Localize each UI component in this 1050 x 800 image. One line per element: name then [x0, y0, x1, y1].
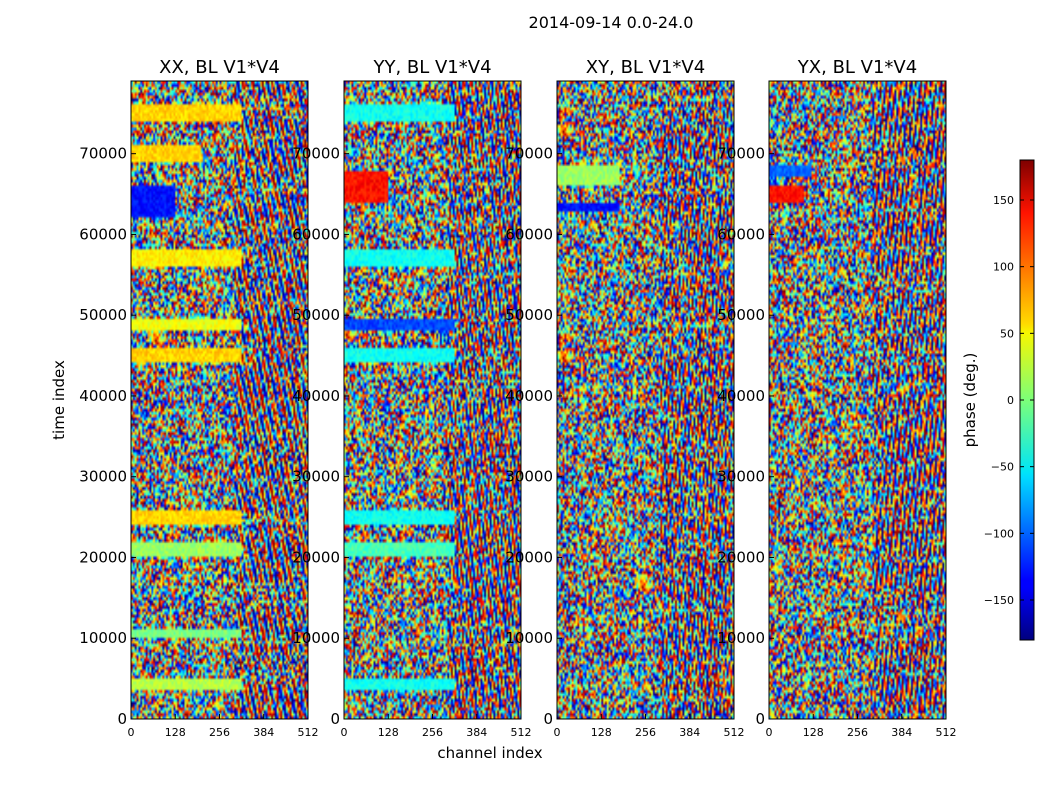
y-tick-label: 0 [543, 710, 553, 728]
panel-3: YX, BL V1*V4 0 128 256 384 512 0 10000 20000 3000… [717, 57, 956, 739]
x-tick-label: 384 [891, 726, 912, 739]
phase-heatmap [769, 81, 946, 719]
y-axis-label: time index [50, 360, 68, 440]
y-tick-label: 70000 [505, 145, 553, 163]
y-tick-label: 30000 [717, 468, 765, 486]
x-tick-label: 256 [209, 726, 230, 739]
y-tick-label: 0 [117, 710, 127, 728]
y-tick-label: 10000 [717, 629, 765, 647]
panel-2: XY, BL V1*V4 0 128 256 384 512 0 10000 20000 3000… [505, 57, 744, 739]
y-tick-label: 20000 [505, 548, 553, 566]
figure-title: 2014-09-14 0.0-24.0 [529, 13, 694, 32]
y-tick-label: 60000 [505, 225, 553, 243]
y-tick-label: 50000 [292, 306, 340, 324]
colorbar-tick-label: −50 [991, 461, 1014, 474]
y-tick-label: 0 [330, 710, 340, 728]
colorbar-tick-label: 0 [1007, 394, 1014, 407]
colorbar-tick-label: 100 [993, 261, 1014, 274]
x-tick-label: 0 [128, 726, 135, 739]
panel-0: XX, BL V1*V4 0 128 256 384 512 0 10000 20000 3000… [79, 57, 318, 739]
y-tick-label: 30000 [79, 468, 127, 486]
x-tick-label: 256 [847, 726, 868, 739]
phase-heatmap [131, 81, 308, 719]
y-tick-label: 70000 [79, 145, 127, 163]
y-tick-label: 50000 [717, 306, 765, 324]
panel-title: YX, BL V1*V4 [797, 57, 917, 78]
panel-title: XX, BL V1*V4 [159, 57, 280, 78]
x-tick-label: 0 [341, 726, 348, 739]
phase-heatmap [557, 81, 734, 719]
y-tick-label: 20000 [79, 548, 127, 566]
y-tick-label: 30000 [292, 468, 340, 486]
y-tick-label: 60000 [292, 225, 340, 243]
colorbar-ticks: −150 −100 −50 0 50 100 150 [984, 194, 1034, 607]
y-tick-label: 10000 [505, 629, 553, 647]
y-tick-label: 40000 [292, 387, 340, 405]
colorbar-tick-label: −100 [984, 527, 1014, 540]
y-tick-label: 50000 [79, 306, 127, 324]
x-tick-label: 0 [766, 726, 773, 739]
colorbar-tick-label: 150 [993, 194, 1014, 207]
y-tick-label: 20000 [292, 548, 340, 566]
colorbar-label: phase (deg.) [961, 353, 979, 448]
x-axis-label: channel index [437, 744, 542, 762]
x-tick-label: 128 [803, 726, 824, 739]
panel-1: YY, BL V1*V4 0 128 256 384 512 0 10000 20000 3000… [292, 57, 531, 739]
y-tick-label: 30000 [505, 468, 553, 486]
y-tick-label: 60000 [717, 225, 765, 243]
y-tick-label: 0 [755, 710, 765, 728]
x-tick-label: 384 [466, 726, 487, 739]
x-tick-label: 128 [591, 726, 612, 739]
panel-title: YY, BL V1*V4 [372, 57, 491, 78]
x-tick-label: 256 [422, 726, 443, 739]
y-tick-label: 40000 [505, 387, 553, 405]
x-tick-label: 384 [679, 726, 700, 739]
x-tick-label: 512 [724, 726, 745, 739]
y-tick-label: 10000 [292, 629, 340, 647]
x-tick-label: 128 [165, 726, 186, 739]
x-tick-label: 512 [936, 726, 957, 739]
y-tick-label: 20000 [717, 548, 765, 566]
phase-heatmap [344, 81, 521, 719]
y-tick-label: 70000 [292, 145, 340, 163]
x-tick-label: 128 [378, 726, 399, 739]
panels: XX, BL V1*V4 0 128 256 384 512 0 10000 20000 3000… [79, 57, 956, 739]
x-tick-label: 256 [635, 726, 656, 739]
x-tick-label: 512 [298, 726, 319, 739]
y-tick-label: 60000 [79, 225, 127, 243]
colorbar-tick-label: −150 [984, 594, 1014, 607]
y-tick-label: 10000 [79, 629, 127, 647]
x-tick-label: 512 [511, 726, 532, 739]
panel-title: XY, BL V1*V4 [586, 57, 705, 78]
y-tick-label: 40000 [79, 387, 127, 405]
colorbar-tick-label: 50 [1000, 327, 1014, 340]
y-tick-label: 50000 [505, 306, 553, 324]
y-tick-label: 70000 [717, 145, 765, 163]
x-tick-label: 0 [554, 726, 561, 739]
y-tick-label: 40000 [717, 387, 765, 405]
colorbar: −150 −100 −50 0 50 100 150 phase (deg.) [961, 159, 1035, 641]
x-tick-label: 384 [253, 726, 274, 739]
